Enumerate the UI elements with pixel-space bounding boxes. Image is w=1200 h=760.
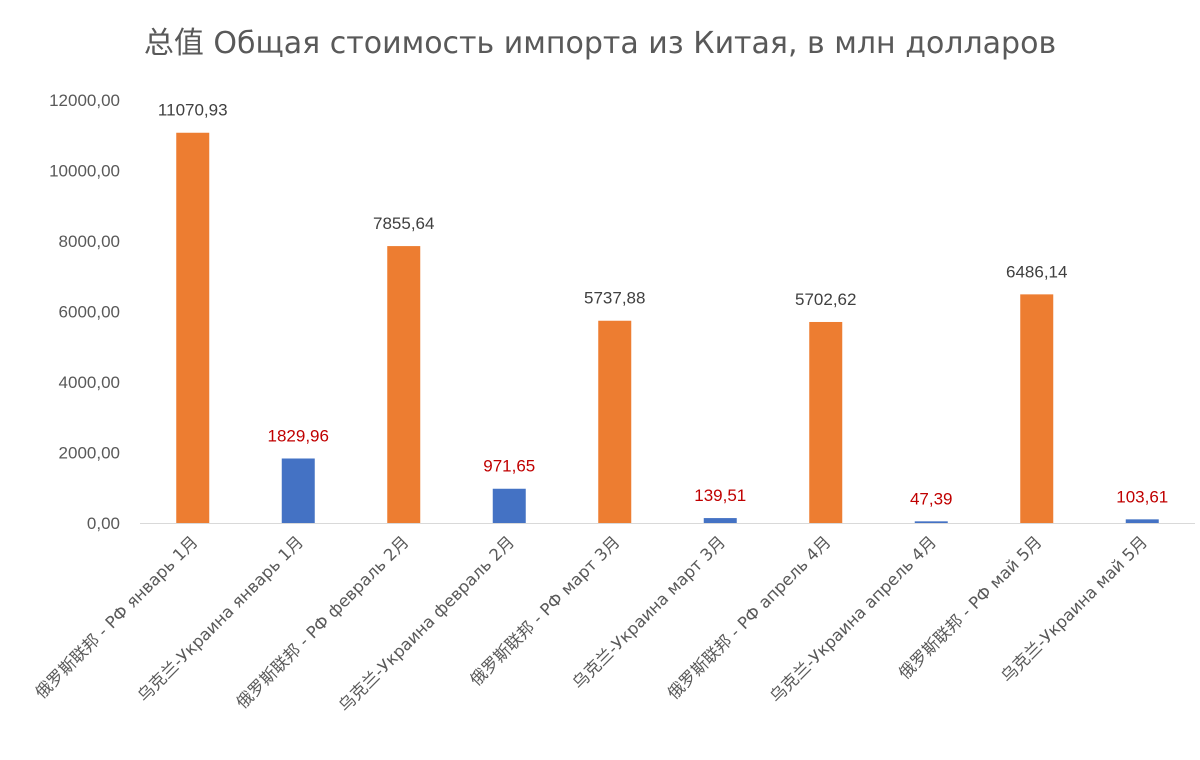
data-label: 103,61 bbox=[1116, 487, 1168, 506]
data-label: 1829,96 bbox=[268, 426, 329, 445]
data-label: 6486,14 bbox=[1006, 262, 1067, 281]
y-tick-label: 6000,00 bbox=[59, 303, 120, 322]
bar bbox=[281, 458, 315, 523]
data-label: 971,65 bbox=[483, 457, 535, 476]
bar bbox=[387, 246, 421, 523]
data-label: 5737,88 bbox=[584, 289, 645, 308]
y-tick-label: 12000,00 bbox=[49, 91, 120, 110]
data-label: 5702,62 bbox=[795, 290, 856, 309]
x-tick-label: 俄罗斯联邦 - РФ февраль 2月 bbox=[233, 532, 413, 712]
data-label: 11070,93 bbox=[158, 101, 228, 120]
data-label: 7855,64 bbox=[373, 214, 434, 233]
bar bbox=[914, 521, 948, 523]
y-tick-label: 4000,00 bbox=[59, 373, 120, 392]
y-axis: 0,00 2000,00 4000,00 6000,00 8000,00 10000,00… bbox=[49, 91, 120, 533]
bar bbox=[492, 488, 526, 523]
bar bbox=[809, 321, 843, 523]
bar bbox=[598, 320, 632, 523]
bar bbox=[703, 518, 737, 523]
bar bbox=[1020, 294, 1054, 523]
y-tick-label: 2000,00 bbox=[59, 444, 120, 463]
bar bbox=[176, 132, 210, 524]
x-tick-label: 乌克兰-Украина январь 1月 bbox=[134, 532, 307, 705]
data-label: 47,39 bbox=[910, 489, 953, 508]
x-tick-label: 乌克兰-Украина апрель 4月 bbox=[766, 532, 940, 706]
y-tick-label: 8000,00 bbox=[59, 232, 120, 251]
y-tick-label: 0,00 bbox=[87, 514, 120, 533]
x-tick-label: 俄罗斯联邦 - РФ январь 1月 bbox=[32, 532, 202, 702]
bars-group bbox=[176, 132, 1159, 524]
y-tick-label: 10000,00 bbox=[49, 162, 120, 181]
value-labels-group: 11070,93 1829,96 7855,64 971,65 5737,88 139,5… bbox=[158, 101, 1168, 509]
bar bbox=[1125, 519, 1159, 523]
data-label: 139,51 bbox=[694, 486, 746, 505]
x-tick-label: 乌克兰-Украина февраль 2月 bbox=[335, 532, 518, 715]
chart-title: 总值 Общая стоимость импорта из Китая, в м… bbox=[143, 26, 1057, 61]
